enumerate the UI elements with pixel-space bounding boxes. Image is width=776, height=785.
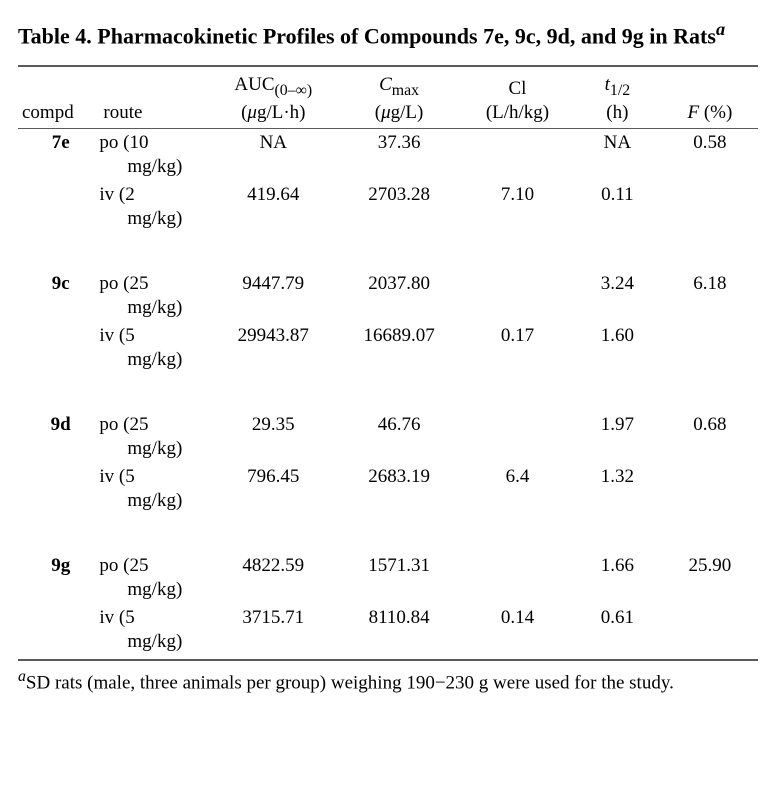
table-row: 9dpo (25mg/kg)29.3546.76 1.970.68 (18, 411, 758, 463)
cell-f: 6.18 (662, 270, 758, 322)
cell-route: iv (5mg/kg) (99, 463, 210, 515)
cell-cmax: 46.76 (336, 411, 462, 463)
cell-cmax: 1571.31 (336, 552, 462, 604)
cell-auc: NA (210, 129, 336, 181)
pk-table: compd route AUC(0–∞)(μg/L·h) Cmax(μg/L) … (18, 65, 758, 661)
footnote-text: SD rats (male, three animals per group) … (26, 673, 674, 694)
cell-thalf: 0.61 (573, 604, 662, 661)
cell-auc: 796.45 (210, 463, 336, 515)
cell-cl (462, 552, 573, 604)
cell-route: po (25mg/kg) (99, 411, 210, 463)
cell-compd: 7e (18, 129, 99, 181)
hdr-thalf: t1/2(h) (573, 66, 662, 129)
cell-auc: 29943.87 (210, 322, 336, 374)
cell-thalf: 1.32 (573, 463, 662, 515)
group-gap (18, 514, 758, 552)
cell-cmax: 8110.84 (336, 604, 462, 661)
cell-f: 25.90 (662, 552, 758, 604)
cell-cl (462, 129, 573, 181)
cell-thalf: 1.66 (573, 552, 662, 604)
cell-compd: 9c (18, 270, 99, 322)
table-title: Table 4. Pharmacokinetic Profiles of Com… (18, 18, 758, 51)
cell-route: po (25mg/kg) (99, 270, 210, 322)
cell-route: iv (2mg/kg) (99, 181, 210, 233)
cell-cmax: 2683.19 (336, 463, 462, 515)
hdr-auc: AUC(0–∞)(μg/L·h) (210, 66, 336, 129)
cell-f (662, 322, 758, 374)
cell-compd (18, 181, 99, 233)
cell-f: 0.68 (662, 411, 758, 463)
cell-auc: 3715.71 (210, 604, 336, 661)
cell-cl: 6.4 (462, 463, 573, 515)
cell-auc: 4822.59 (210, 552, 336, 604)
table-body: 7epo (10mg/kg)NA37.36NA0.58iv (2mg/kg)41… (18, 129, 758, 661)
hdr-cmax: Cmax(μg/L) (336, 66, 462, 129)
header-row: compd route AUC(0–∞)(μg/L·h) Cmax(μg/L) … (18, 66, 758, 129)
cell-auc: 29.35 (210, 411, 336, 463)
cell-compd (18, 463, 99, 515)
hdr-cl: Cl(L/h/kg) (462, 66, 573, 129)
cell-cl: 0.17 (462, 322, 573, 374)
cell-compd: 9d (18, 411, 99, 463)
cell-f: 0.58 (662, 129, 758, 181)
cell-f (662, 604, 758, 661)
title-footnote-mark: a (716, 19, 725, 39)
cell-thalf: NA (573, 129, 662, 181)
cell-route: iv (5mg/kg) (99, 322, 210, 374)
table-row: iv (5mg/kg)3715.718110.840.140.61 (18, 604, 758, 661)
cell-cmax: 2037.80 (336, 270, 462, 322)
cell-auc: 419.64 (210, 181, 336, 233)
title-text: Table 4. Pharmacokinetic Profiles of Com… (18, 23, 716, 48)
table-row: iv (2mg/kg)419.642703.287.100.11 (18, 181, 758, 233)
table-row: 7epo (10mg/kg)NA37.36NA0.58 (18, 129, 758, 181)
cell-f (662, 181, 758, 233)
cell-thalf: 1.97 (573, 411, 662, 463)
cell-thalf: 0.11 (573, 181, 662, 233)
hdr-compd: compd (18, 66, 99, 129)
cell-cl: 0.14 (462, 604, 573, 661)
hdr-route: route (99, 66, 210, 129)
cell-compd: 9g (18, 552, 99, 604)
table-row: iv (5mg/kg)29943.8716689.070.171.60 (18, 322, 758, 374)
table-row: iv (5mg/kg)796.452683.196.41.32 (18, 463, 758, 515)
cell-cmax: 37.36 (336, 129, 462, 181)
cell-cmax: 2703.28 (336, 181, 462, 233)
cell-thalf: 1.60 (573, 322, 662, 374)
cell-auc: 9447.79 (210, 270, 336, 322)
cell-thalf: 3.24 (573, 270, 662, 322)
group-gap (18, 373, 758, 411)
table-row: 9cpo (25mg/kg)9447.792037.80 3.246.18 (18, 270, 758, 322)
footnote: aSD rats (male, three animals per group)… (18, 667, 758, 696)
cell-route: po (25mg/kg) (99, 552, 210, 604)
footnote-mark: a (18, 668, 26, 685)
cell-route: iv (5mg/kg) (99, 604, 210, 661)
table-row: 9gpo (25mg/kg)4822.591571.31 1.6625.90 (18, 552, 758, 604)
cell-compd (18, 604, 99, 661)
cell-cl (462, 270, 573, 322)
cell-cmax: 16689.07 (336, 322, 462, 374)
cell-compd (18, 322, 99, 374)
cell-cl (462, 411, 573, 463)
group-gap (18, 232, 758, 270)
cell-route: po (10mg/kg) (99, 129, 210, 181)
hdr-f: F (%) (662, 66, 758, 129)
cell-cl: 7.10 (462, 181, 573, 233)
cell-f (662, 463, 758, 515)
